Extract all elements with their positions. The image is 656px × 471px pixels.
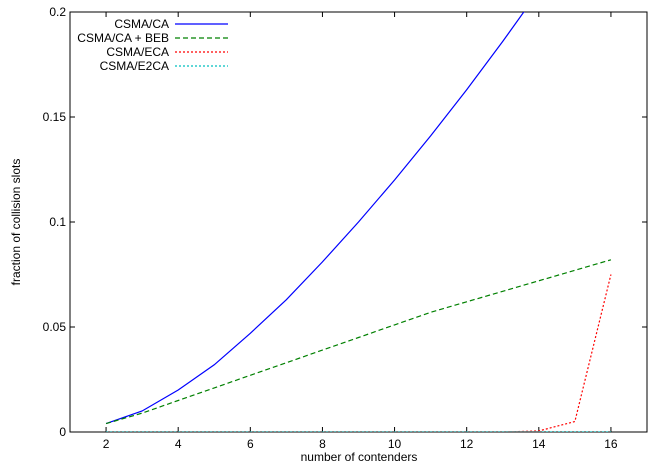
x-tick-label: 8 [319,437,326,451]
x-tick-label: 4 [175,437,182,451]
x-tick-label: 16 [604,437,618,451]
legend-label: CSMA/CA [114,17,169,31]
x-tick-label: 10 [388,437,402,451]
y-tick-label: 0.15 [43,110,67,124]
x-tick-label: 12 [460,437,474,451]
y-tick-label: 0.1 [49,215,66,229]
legend-label: CSMA/CA + BEB [77,31,169,45]
series-line-1 [105,12,525,425]
legend-label: CSMA/E2CA [100,59,169,73]
x-tick-label: 14 [532,437,546,451]
x-axis-label: number of contenders [301,450,418,464]
y-axis-label: fraction of collision slots [9,159,23,286]
x-tick-label: 6 [247,437,254,451]
y-tick-label: 0 [59,425,66,439]
x-tick-label: 2 [103,437,110,451]
y-tick-label: 0.2 [49,5,66,19]
y-tick-label: 0.05 [43,320,67,334]
legend-label: CSMA/ECA [106,45,169,59]
series-line-2 [105,259,612,425]
series-line-3 [106,274,612,432]
plot-area [105,12,612,432]
